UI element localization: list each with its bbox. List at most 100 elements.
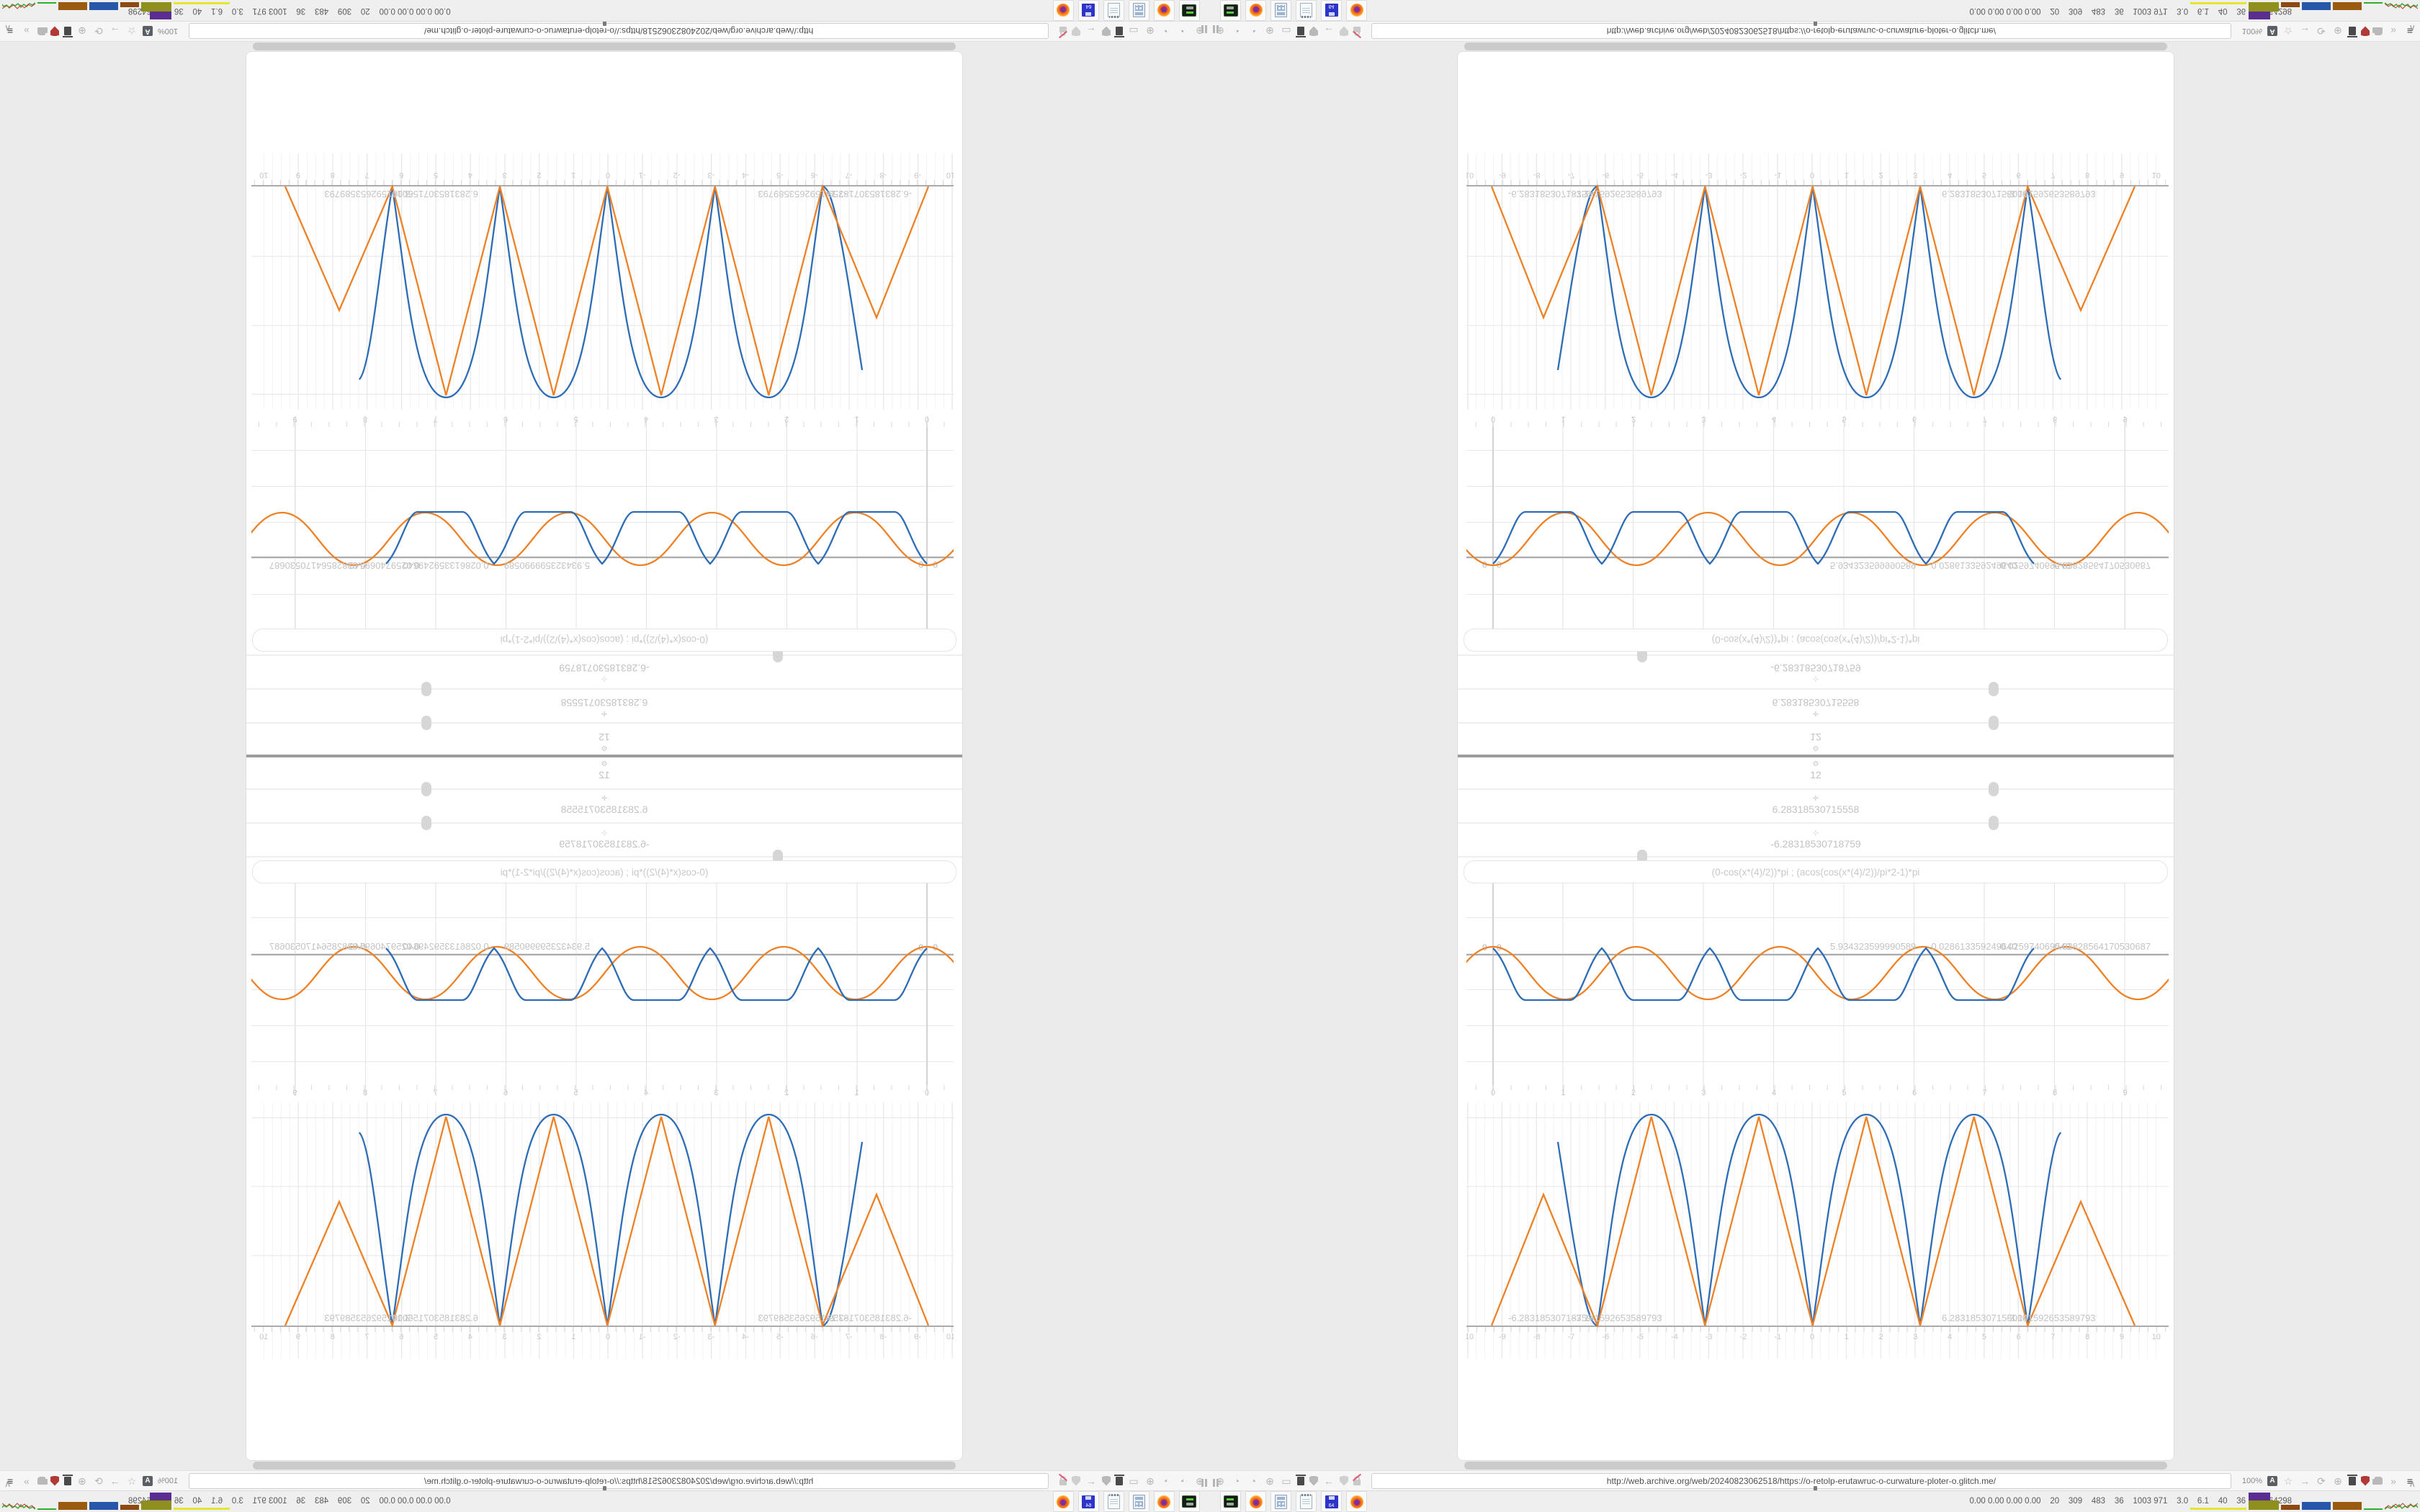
- back-icon[interactable]: ←: [1324, 25, 1334, 37]
- reload-icon[interactable]: ⟳: [94, 1475, 103, 1487]
- shield-icon[interactable]: [1309, 27, 1318, 37]
- slider-thumb-1[interactable]: [1989, 782, 1999, 796]
- resize-handle-icon[interactable]: [1201, 1479, 1207, 1487]
- shield-icon[interactable]: [1309, 1475, 1318, 1486]
- adblock-shield-icon[interactable]: [50, 1476, 59, 1486]
- translate-icon[interactable]: A: [2267, 1475, 2277, 1486]
- back-icon[interactable]: ←: [1086, 25, 1096, 37]
- back-icon[interactable]: ←: [1086, 1475, 1096, 1487]
- taskbar-app-calculator[interactable]: [1270, 0, 1291, 21]
- taskbar-app-firefox-2[interactable]: [1346, 1491, 1367, 1512]
- reload-icon[interactable]: ⟳: [2317, 1475, 2326, 1487]
- forward-icon[interactable]: →: [110, 25, 120, 37]
- page-scrollbar[interactable]: [253, 1462, 956, 1470]
- taskbar-app-notepad[interactable]: [1103, 0, 1124, 21]
- menu-icon[interactable]: ≡: [2406, 1475, 2414, 1487]
- archive-globe-icon[interactable]: ⊕: [1216, 1475, 1224, 1487]
- url-bar[interactable]: http://web.archive.org/web/2024082306251…: [1371, 1472, 2231, 1489]
- taskbar-app-emulator[interactable]: 64: [1321, 0, 1342, 21]
- trash-icon[interactable]: [1116, 1476, 1123, 1485]
- slider-track-3[interactable]: [1458, 850, 2174, 864]
- taskbar-app-emulator[interactable]: 64: [1078, 1491, 1099, 1512]
- taskbar-app-file-manager[interactable]: [1220, 0, 1241, 21]
- zoom-level[interactable]: 100%: [2241, 27, 2262, 36]
- taskbar-app-calculator[interactable]: [1129, 1491, 1150, 1512]
- overflow-chevrons-icon[interactable]: »: [24, 1475, 30, 1487]
- formula-input[interactable]: (0-cos(x*(4)/2))*pi ; (acos(cos(x*(4)/2)…: [1464, 629, 2168, 652]
- taskbar-app-emulator[interactable]: 64: [1078, 0, 1099, 21]
- slider-track-1[interactable]: [1458, 716, 2174, 730]
- formula-input[interactable]: (0-cos(x*(4)/2))*pi ; (acos(cos(x*(4)/2)…: [252, 860, 956, 883]
- shield-outline-icon[interactable]: [1072, 27, 1080, 37]
- slider-thumb-2[interactable]: [1989, 816, 1999, 830]
- overflow-chevrons-icon[interactable]: »: [24, 25, 30, 37]
- overflow-chevrons-icon[interactable]: »: [2390, 1475, 2396, 1487]
- gauge-icon[interactable]: ◔: [1180, 1475, 1187, 1487]
- taskbar-app-file-manager[interactable]: [1179, 0, 1200, 21]
- slider-track-3[interactable]: [1458, 648, 2174, 662]
- forward-icon[interactable]: →: [110, 1475, 120, 1487]
- trash-icon[interactable]: [1296, 1474, 1306, 1485]
- url-bar[interactable]: http://web.archive.org/web/2024082306251…: [1371, 23, 2231, 40]
- folder-icon[interactable]: ▭: [1129, 1475, 1139, 1487]
- shield-icon[interactable]: [1102, 1476, 1111, 1486]
- thumbs-up-icon[interactable]: [37, 1477, 45, 1485]
- taskbar-app-notepad[interactable]: [1296, 1491, 1317, 1512]
- zoom-level[interactable]: 100%: [2241, 1476, 2262, 1485]
- translate-icon[interactable]: A: [143, 26, 153, 37]
- overflow-chevrons-icon[interactable]: »: [2390, 25, 2396, 37]
- resize-handle-icon[interactable]: [1213, 1479, 1219, 1487]
- slider-track-2[interactable]: [246, 816, 962, 830]
- bookmark-star-icon[interactable]: ☆: [2283, 25, 2293, 37]
- taskbar-app-file-manager[interactable]: [1220, 1491, 1241, 1512]
- formula-input[interactable]: (0-cos(x*(4)/2))*pi ; (acos(cos(x*(4)/2)…: [252, 629, 956, 652]
- globe-icon[interactable]: ⊕: [2334, 1475, 2342, 1487]
- url-bar[interactable]: http://web.archive.org/web/2024082306251…: [189, 23, 1049, 40]
- forward-icon[interactable]: →: [2300, 25, 2310, 37]
- taskbar-app-calculator[interactable]: [1270, 1491, 1291, 1512]
- slider-track-1[interactable]: [246, 782, 962, 796]
- gauge-icon[interactable]: ◔: [1233, 1475, 1240, 1487]
- back-icon[interactable]: ←: [1324, 1475, 1334, 1487]
- translate-icon[interactable]: A: [143, 1475, 153, 1486]
- folder-icon[interactable]: ▭: [1129, 25, 1139, 37]
- trash-icon[interactable]: [64, 27, 71, 36]
- taskbar-app-firefox-2[interactable]: [1053, 0, 1074, 21]
- slider-track-2[interactable]: [1458, 816, 2174, 830]
- slider-track-1[interactable]: [1458, 782, 2174, 796]
- formula-input[interactable]: (0-cos(x*(4)/2))*pi ; (acos(cos(x*(4)/2)…: [1464, 860, 2168, 883]
- adblock-shield-icon[interactable]: [2361, 1475, 2370, 1486]
- globe-icon[interactable]: ⊕: [1265, 1475, 1274, 1487]
- taskbar-app-firefox-2[interactable]: [1053, 1491, 1074, 1512]
- collapse-caret-icon[interactable]: ∧: [2408, 23, 2416, 34]
- slider-track-1[interactable]: [246, 716, 962, 730]
- gauge-icon[interactable]: ◔: [1250, 25, 1257, 37]
- trash-icon[interactable]: [1116, 27, 1123, 36]
- translate-icon[interactable]: A: [2267, 26, 2277, 37]
- collapse-caret-icon[interactable]: ∧: [4, 1478, 12, 1489]
- trash-icon[interactable]: [2347, 1474, 2357, 1485]
- globe-icon[interactable]: ⊕: [2334, 25, 2342, 37]
- page-scrollbar[interactable]: [253, 42, 956, 50]
- slider-thumb-1[interactable]: [1989, 716, 1999, 730]
- trash-icon[interactable]: [1297, 27, 1304, 36]
- slider-track-2[interactable]: [246, 682, 962, 696]
- resize-handle-icon[interactable]: [1213, 25, 1219, 33]
- gauge-icon[interactable]: ◔: [1180, 25, 1187, 37]
- page-scrollbar[interactable]: [1464, 1462, 2167, 1470]
- taskbar-app-firefox[interactable]: [1245, 0, 1266, 21]
- page-scrollbar[interactable]: [1464, 42, 2167, 50]
- folder-icon[interactable]: ▭: [1281, 25, 1291, 37]
- shield-outline-icon[interactable]: [1340, 27, 1348, 37]
- resize-handle-icon[interactable]: [1201, 25, 1207, 33]
- slider-track-3[interactable]: [246, 850, 962, 864]
- slider-thumb-2[interactable]: [421, 682, 431, 696]
- bookmark-star-icon[interactable]: ☆: [2283, 1475, 2293, 1487]
- url-bar[interactable]: http://web.archive.org/web/2024082306251…: [189, 1472, 1049, 1489]
- globe-icon[interactable]: ⊕: [1265, 25, 1274, 37]
- globe-icon[interactable]: ⊕: [78, 1475, 86, 1487]
